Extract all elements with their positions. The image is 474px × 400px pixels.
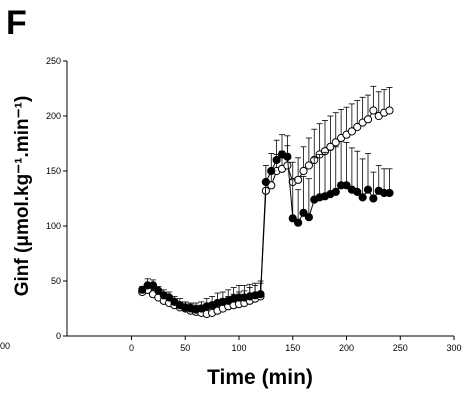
open-circle-point [385, 106, 394, 115]
filled-circle-point [165, 293, 174, 302]
filled-circle-series [138, 134, 394, 314]
open-circle-point [369, 106, 378, 115]
filled-circle-point [138, 285, 147, 294]
series-line [142, 109, 390, 315]
stray-tick-label: 00 [0, 341, 10, 351]
y-tick-label: 0 [56, 331, 61, 341]
filled-circle-point [304, 213, 313, 222]
open-circle-point [304, 161, 313, 170]
x-tick-label: 300 [446, 343, 461, 353]
filled-circle-point [353, 187, 362, 196]
y-tick-label: 50 [51, 276, 61, 286]
filled-circle-point [267, 166, 276, 176]
open-circle-point [331, 138, 340, 147]
filled-circle-point [261, 177, 270, 187]
filled-circle-point [148, 281, 158, 290]
filled-circle-point [385, 188, 394, 198]
open-circle-series [138, 85, 394, 319]
x-tick-label: 100 [231, 343, 246, 353]
filled-circle-point [283, 152, 292, 161]
open-circle-point [283, 161, 292, 170]
open-circle-point [347, 127, 356, 136]
series-layer [138, 85, 394, 319]
open-circle-point [353, 122, 362, 132]
filled-circle-point [288, 214, 297, 223]
y-tick-label: 250 [46, 56, 61, 66]
y-axis-label: Ginf (μmol.kg⁻¹.min⁻¹) [12, 96, 33, 297]
x-axis-label: Time (min) [207, 366, 313, 389]
x-tick-label: 50 [180, 343, 190, 353]
filled-circle-point [294, 218, 303, 227]
filled-circle-point [331, 187, 340, 196]
axes: 0 50 100 150 200 250 0 50 100 150 200 250 300 [46, 56, 462, 353]
filled-circle-point [272, 155, 281, 165]
y-tick-label: 100 [46, 221, 61, 231]
open-circle-point [299, 166, 308, 176]
x-tick-label: 0 [129, 343, 134, 353]
filled-circle-point [369, 194, 378, 203]
filled-circle-point [154, 286, 163, 295]
filled-circle-point [358, 193, 367, 202]
panel-label: F [6, 4, 27, 42]
filled-circle-point [342, 181, 351, 190]
y-tick-label: 200 [46, 111, 61, 121]
x-tick-label: 200 [339, 343, 354, 353]
open-circle-point [363, 115, 373, 124]
filled-circle-point [363, 185, 373, 194]
y-tick-label: 150 [46, 166, 61, 176]
x-tick-label: 150 [285, 343, 300, 353]
filled-circle-point [256, 290, 265, 299]
x-tick-label: 250 [393, 343, 408, 353]
filled-circle-point [299, 208, 308, 217]
